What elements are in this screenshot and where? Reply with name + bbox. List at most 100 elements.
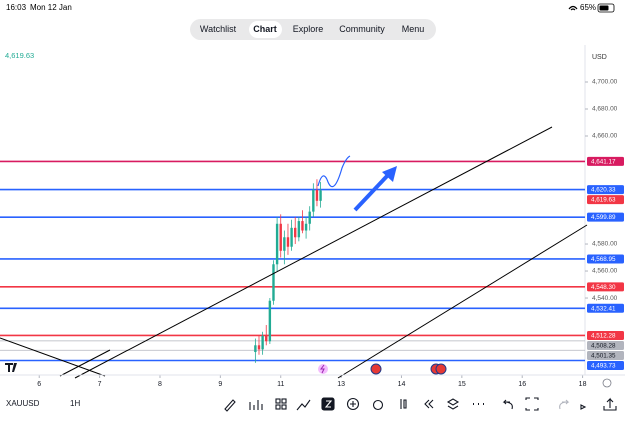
add[interactable]	[346, 397, 360, 411]
layouts[interactable]	[281, 398, 287, 404]
price-level-label: 4,548.30	[591, 284, 616, 291]
symbol[interactable]: XAUUSD	[6, 399, 40, 408]
candle-body	[286, 237, 290, 247]
share[interactable]	[603, 397, 617, 411]
candle-body	[261, 335, 264, 350]
price-level-label: 4,599.89	[591, 214, 616, 221]
price-level-label: 4,512.28	[591, 332, 616, 339]
candle-body	[279, 223, 282, 251]
candle-body	[312, 190, 315, 212]
x-tick-label: 13	[337, 381, 345, 388]
snapshot[interactable]	[580, 404, 587, 410]
undo[interactable]	[502, 399, 513, 410]
last-price: 4,619.63	[5, 51, 34, 60]
price-level-tag	[587, 212, 624, 222]
settings[interactable]	[602, 378, 612, 388]
rewind[interactable]	[424, 399, 434, 409]
battery-level	[599, 5, 609, 11]
status-date: Mon 12 Jan	[30, 3, 72, 12]
arrow-shaft	[353, 173, 390, 212]
price-level-label: 4,493.73	[591, 362, 616, 369]
candle-body	[272, 264, 275, 301]
price-level-label: 4,501.35	[591, 352, 616, 359]
y-tick-label: 4,560.00	[592, 268, 618, 275]
price-level-label: 4,619.63	[591, 197, 616, 204]
price-level-tag	[587, 254, 624, 264]
price-level-tag	[587, 330, 624, 340]
x-tick-label: 16	[518, 381, 526, 388]
x-tick-label: 11	[277, 381, 284, 388]
fullscreen[interactable]	[525, 397, 539, 411]
add-glyph	[350, 401, 356, 407]
price-level-tag	[587, 360, 624, 370]
layers[interactable]	[446, 398, 460, 410]
candle-body	[283, 237, 286, 251]
nav-tab[interactable]: Menu	[402, 24, 425, 34]
currency: USD	[592, 54, 607, 61]
alert[interactable]	[372, 399, 384, 411]
event-icon	[435, 363, 447, 375]
y-tick-label: 4,580.00	[592, 241, 618, 248]
candle-body	[301, 221, 304, 231]
y-tick-label: 4,540.00	[592, 295, 618, 302]
price-level-tag	[587, 185, 624, 195]
price-level-tag	[587, 303, 624, 313]
candle-body	[275, 223, 279, 265]
trend-line	[59, 349, 111, 377]
nav-tab[interactable]: Community	[339, 24, 385, 34]
x-tick-label: 9	[218, 381, 222, 388]
candle-body	[294, 227, 297, 238]
candle-body	[257, 345, 261, 350]
candle-body	[304, 223, 308, 231]
layouts[interactable]	[275, 398, 281, 404]
price-level-tag	[587, 195, 624, 205]
x-tick-label: 8	[158, 381, 162, 388]
price-level-label: 4,620.33	[591, 187, 616, 194]
price-level-tag	[587, 282, 624, 292]
price-level-label: 4,568.95	[591, 256, 616, 263]
candle-body	[265, 335, 268, 342]
candle-body	[254, 345, 257, 353]
x-tick-label: 18	[579, 381, 587, 388]
candle-body	[290, 227, 293, 247]
price-level-tag	[587, 156, 624, 166]
nav-tab[interactable]: Explore	[293, 24, 324, 34]
candle-body	[315, 190, 319, 201]
redo[interactable]	[559, 399, 570, 410]
y-tick-label: 4,700.00	[592, 79, 618, 86]
trend-line	[74, 126, 553, 379]
y-tick-label: 4,680.00	[592, 106, 618, 113]
price-level-label: 4,508.28	[591, 342, 616, 349]
arrow-head	[382, 166, 397, 182]
battery-text: 65%	[580, 3, 596, 12]
nav-tab-active	[249, 21, 282, 38]
wifi-icon	[568, 5, 578, 11]
event-icon	[320, 364, 325, 374]
price-level-tag	[587, 350, 624, 360]
nav-tab[interactable]: Chart	[253, 24, 277, 34]
trend-line	[337, 224, 588, 379]
event-icon	[370, 363, 382, 375]
nav-tab[interactable]: Watchlist	[200, 24, 237, 34]
layouts[interactable]	[281, 404, 287, 410]
bar-type[interactable]	[400, 399, 407, 409]
trend-line	[0, 337, 106, 377]
candle-body	[268, 300, 272, 342]
toolbar	[224, 397, 617, 412]
tv-logo	[5, 363, 17, 372]
interval[interactable]: 1H	[70, 399, 80, 408]
squiggle-drawing	[317, 155, 351, 188]
status-time: 16:03	[6, 3, 27, 12]
layouts[interactable]	[275, 404, 281, 410]
compare[interactable]	[296, 399, 311, 411]
x-tick-label: 7	[98, 381, 102, 388]
drawings	[0, 126, 588, 379]
candle-body	[319, 190, 322, 201]
indicators[interactable]	[249, 400, 263, 410]
price-level-tag	[587, 340, 624, 350]
battery-icon	[597, 3, 615, 13]
price-level-label: 4,641.17	[591, 158, 616, 165]
draw-tool[interactable]	[224, 399, 236, 412]
candle-body	[297, 221, 301, 238]
